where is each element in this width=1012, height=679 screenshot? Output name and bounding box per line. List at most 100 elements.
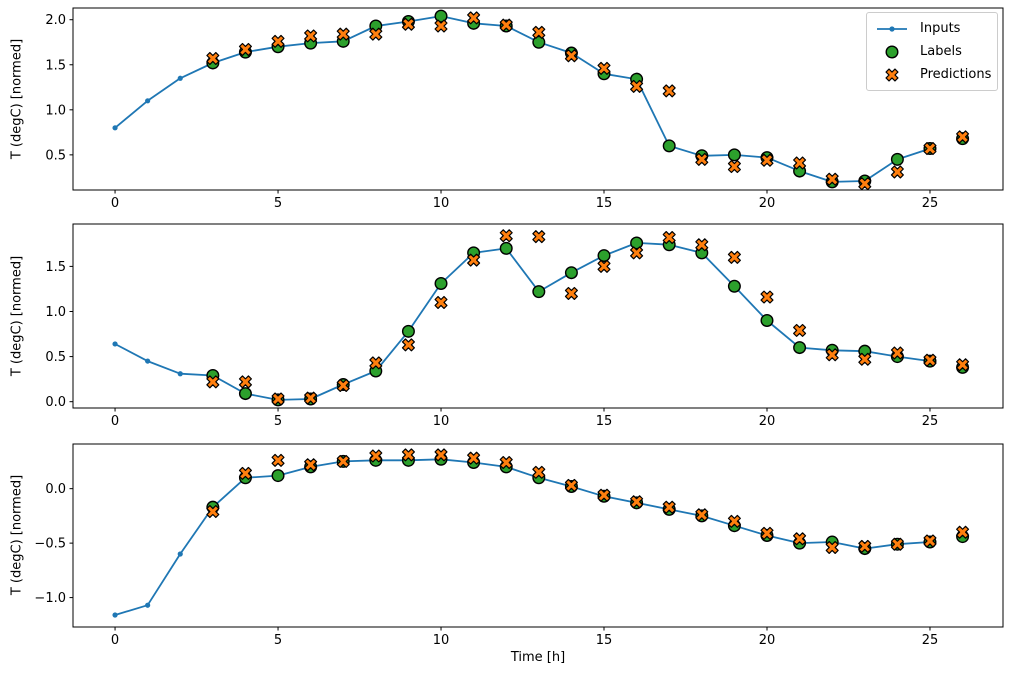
prediction-marker	[630, 495, 644, 509]
prediction-marker	[499, 229, 513, 243]
prediction-marker	[793, 532, 807, 546]
prediction-marker	[369, 449, 383, 463]
prediction-marker	[923, 534, 937, 548]
prediction-marker	[499, 18, 513, 32]
prediction-marker	[793, 323, 807, 337]
prediction-marker	[434, 448, 448, 462]
inputs-point	[112, 125, 118, 131]
prediction-marker	[369, 356, 383, 370]
x-tick-label: 20	[759, 633, 776, 648]
label-marker	[760, 314, 774, 328]
y-tick-label: 1.5	[45, 58, 66, 73]
x-tick-label: 25	[922, 633, 939, 648]
prediction-marker	[793, 156, 807, 170]
prediction-marker	[467, 451, 481, 465]
prediction-marker	[467, 253, 481, 267]
label-marker	[630, 236, 644, 250]
prediction-marker	[336, 378, 350, 392]
labels-circle-icon	[885, 44, 899, 59]
prediction-marker	[825, 348, 839, 362]
prediction-marker	[238, 466, 252, 480]
prediction-marker	[597, 259, 611, 273]
x-tick-label: 25	[922, 414, 939, 429]
prediction-marker	[271, 392, 285, 406]
prediction-marker	[956, 130, 970, 144]
prediction-marker	[401, 448, 415, 462]
y-tick-label: 0.5	[45, 350, 66, 365]
x-tick-label: 15	[596, 414, 613, 429]
prediction-marker	[825, 540, 839, 555]
prediction-marker	[206, 51, 220, 65]
x-tick-label: 15	[596, 196, 613, 211]
legend-label-predictions: Predictions	[920, 67, 992, 82]
prediction-marker	[695, 508, 709, 522]
x-tick-label: 10	[433, 633, 450, 648]
x-axis-title: Time [h]	[510, 650, 566, 665]
prediction-marker	[564, 478, 578, 492]
prediction-marker	[695, 152, 709, 166]
prediction-marker	[956, 525, 970, 539]
prediction-marker	[597, 488, 611, 502]
legend: Inputs Labels Predictions	[866, 12, 998, 91]
prediction-marker	[760, 153, 774, 167]
x-tick-label: 5	[274, 633, 282, 648]
y-tick-label: 1.5	[45, 260, 66, 275]
prediction-marker	[434, 19, 448, 33]
prediction-marker	[532, 230, 546, 244]
y-axis-title-subplot-2: T (degC) [normed]	[9, 255, 25, 377]
y-tick-label: 1.0	[45, 103, 66, 118]
axes-2	[72, 223, 1004, 409]
prediction-marker	[597, 61, 611, 75]
prediction-marker	[532, 25, 546, 39]
x-tick-label: 0	[111, 633, 119, 648]
prediction-marker	[760, 526, 774, 540]
label-marker	[434, 277, 448, 291]
prediction-marker	[336, 454, 350, 468]
label-marker	[532, 285, 546, 299]
y-tick-label: 0.5	[45, 148, 66, 163]
prediction-marker	[890, 537, 904, 551]
prediction-marker	[630, 79, 644, 93]
prediction-marker	[206, 375, 220, 389]
prediction-marker	[304, 391, 318, 405]
x-tick-label: 5	[274, 414, 282, 429]
prediction-marker	[956, 358, 970, 372]
prediction-marker	[304, 29, 318, 43]
prediction-marker	[271, 34, 285, 48]
prediction-marker	[727, 250, 741, 264]
label-marker	[238, 387, 252, 401]
x-tick-label: 5	[274, 196, 282, 211]
predictions-x-icon	[885, 67, 899, 82]
inputs-point	[177, 371, 183, 377]
prediction-marker	[532, 465, 546, 479]
prediction-marker	[401, 338, 415, 352]
inputs-point	[145, 602, 151, 608]
prediction-marker	[727, 160, 741, 174]
y-axis-title-subplot-1: T (degC) [normed]	[9, 38, 25, 160]
prediction-marker	[662, 500, 676, 514]
prediction-marker	[401, 17, 415, 31]
legend-item-predictions: Predictions	[875, 63, 993, 86]
x-tick-label: 0	[111, 414, 119, 429]
prediction-marker	[858, 177, 872, 191]
label-marker	[271, 469, 285, 483]
prediction-marker	[630, 246, 644, 260]
x-tick-label: 20	[759, 196, 776, 211]
label-marker	[727, 279, 741, 293]
prediction-marker	[238, 42, 252, 56]
prediction-marker	[858, 539, 872, 553]
y-tick-label: −0.5	[34, 537, 66, 552]
prediction-marker	[662, 230, 676, 245]
inputs-point	[112, 612, 118, 618]
inputs-line-dot-icon	[877, 25, 907, 32]
legend-label-inputs: Inputs	[920, 21, 961, 36]
label-marker	[793, 341, 807, 355]
label-marker	[532, 35, 546, 49]
label-marker	[434, 9, 448, 23]
prediction-marker	[336, 27, 350, 41]
prediction-marker	[858, 352, 872, 366]
prediction-marker	[695, 238, 709, 252]
x-tick-label: 10	[433, 196, 450, 211]
